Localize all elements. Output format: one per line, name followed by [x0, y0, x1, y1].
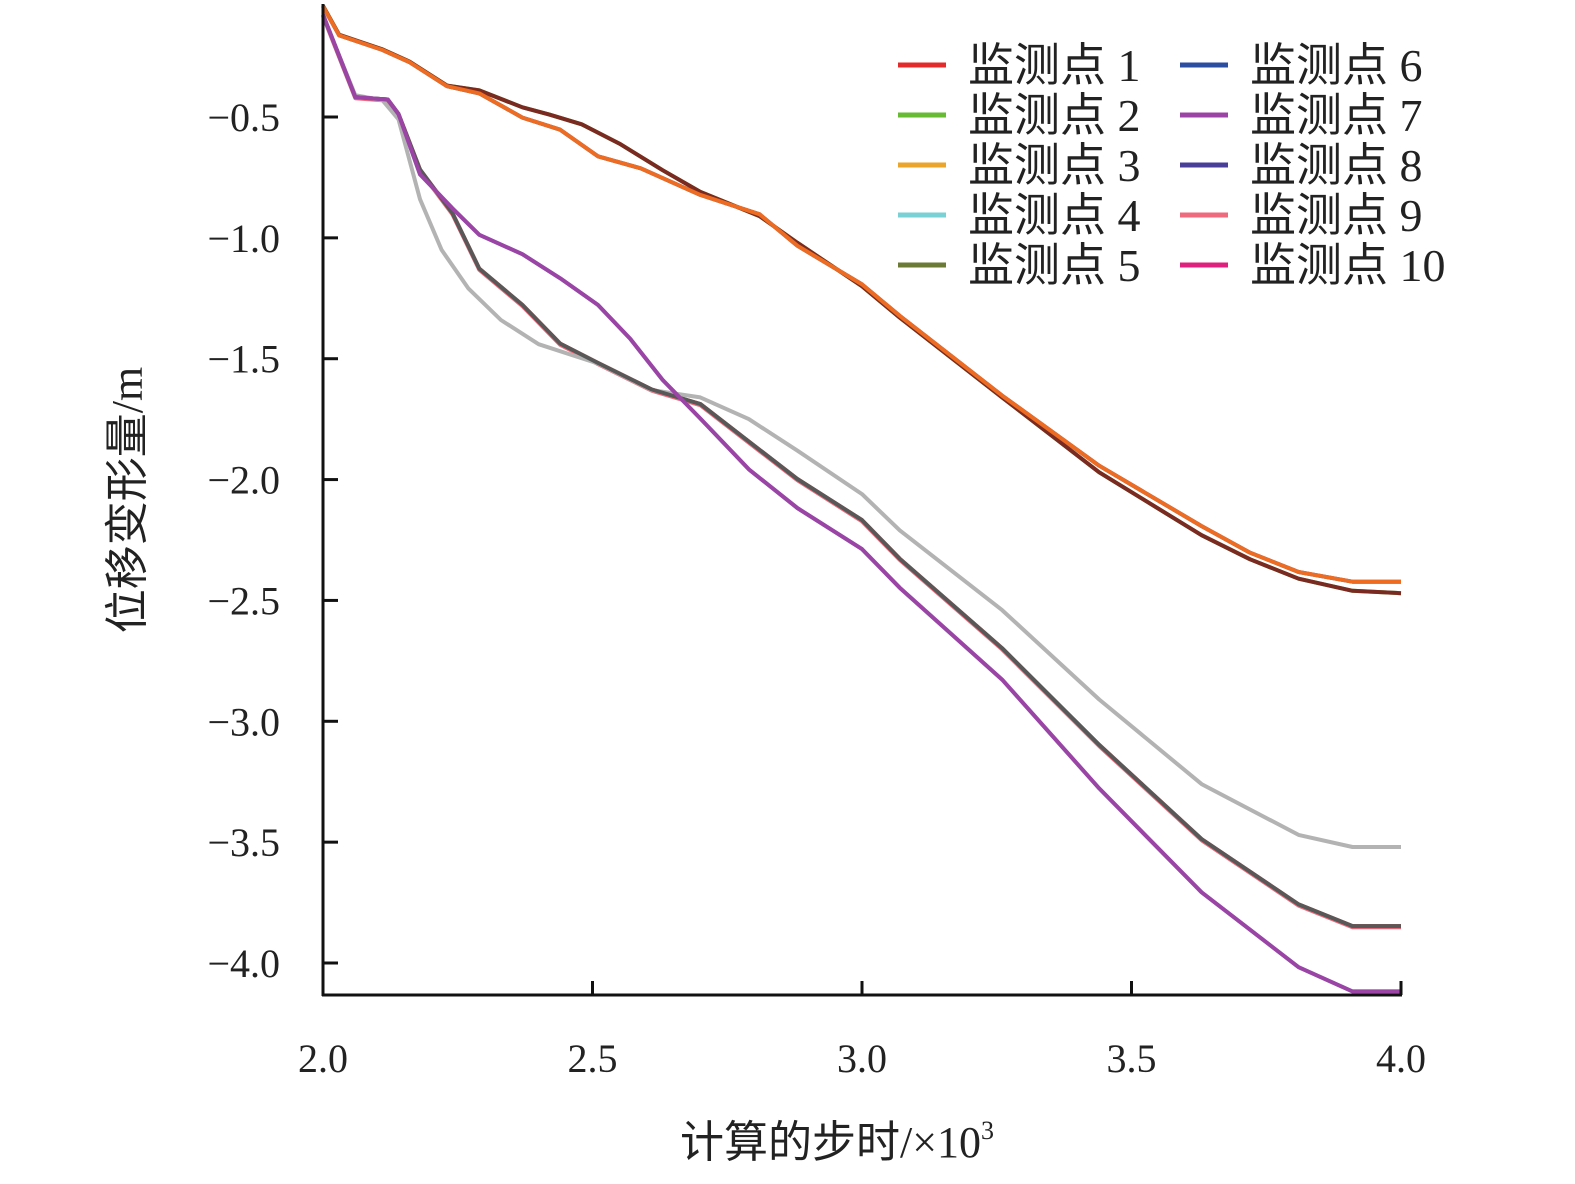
- y-tick-label: −3.0: [207, 699, 280, 744]
- series-line-7: [321, 14, 1401, 994]
- legend-label: 监测点 8: [1250, 140, 1423, 191]
- ticks-layer: −0.5 −1.0 −1.5 −2.0 −2.5 −3.0 −3.5 −4.0 2.0 2.5 3.…: [207, 95, 1426, 1081]
- x-tick-label: 3.5: [1107, 1036, 1157, 1081]
- legend-label: 监测点 1: [968, 40, 1141, 91]
- y-tick-label: −4.0: [207, 941, 280, 986]
- series-line-1: [321, 14, 1401, 929]
- y-axis-title: 位移变形量/m: [103, 367, 152, 633]
- legend-label: 监测点 6: [1250, 40, 1423, 91]
- y-tick-label: −1.0: [207, 216, 280, 261]
- y-tick-label: −1.5: [207, 337, 280, 382]
- x-tick-label: 2.5: [568, 1036, 618, 1081]
- series-line-4: [321, 14, 1401, 994]
- x-axis-title-sup: 3: [981, 1116, 994, 1145]
- series-line-8: [321, 14, 1401, 849]
- legend-item-8: 监测点 8: [1180, 140, 1423, 191]
- y-tick-label: −0.5: [207, 95, 280, 140]
- legend-label: 监测点 3: [968, 140, 1141, 191]
- legend-item-7: 监测点 7: [1180, 90, 1423, 141]
- legend-label: 监测点 2: [968, 90, 1141, 141]
- x-axis-title: 计算的步时/×103: [680, 1116, 994, 1167]
- y-tick-label: −3.5: [207, 820, 280, 865]
- y-tick-label: −2.0: [207, 458, 280, 503]
- legend-label: 监测点 4: [968, 190, 1141, 241]
- legend-label: 监测点 10: [1250, 240, 1446, 291]
- legend-item-2: 监测点 2: [898, 90, 1141, 141]
- legend-label: 监测点 7: [1250, 90, 1423, 141]
- legend-label: 监测点 5: [968, 240, 1141, 291]
- series-line-3: [321, 5, 1401, 584]
- legend-item-6: 监测点 6: [1180, 40, 1423, 91]
- legend-item-3: 监测点 3: [898, 140, 1141, 191]
- x-tick-label: 3.0: [837, 1036, 887, 1081]
- legend-item-10: 监测点 10: [1180, 240, 1446, 291]
- series-line-10: [321, 14, 1401, 929]
- legend-item-5: 监测点 5: [898, 240, 1141, 291]
- legend-item-9: 监测点 9: [1180, 190, 1423, 241]
- series-layer: [321, 4, 1402, 994]
- series-line-5: [321, 4, 1402, 596]
- x-tick-label: 2.0: [298, 1036, 348, 1081]
- legend-item-4: 监测点 4: [898, 190, 1141, 241]
- x-axis-title-main: 计算的步时/×10: [680, 1118, 981, 1167]
- legend-item-1: 监测点 1: [898, 40, 1141, 91]
- series-line-9: [321, 15, 1401, 930]
- legend-label: 监测点 9: [1250, 190, 1423, 241]
- y-tick-label: −2.5: [207, 578, 280, 623]
- x-tick-label: 4.0: [1376, 1036, 1426, 1081]
